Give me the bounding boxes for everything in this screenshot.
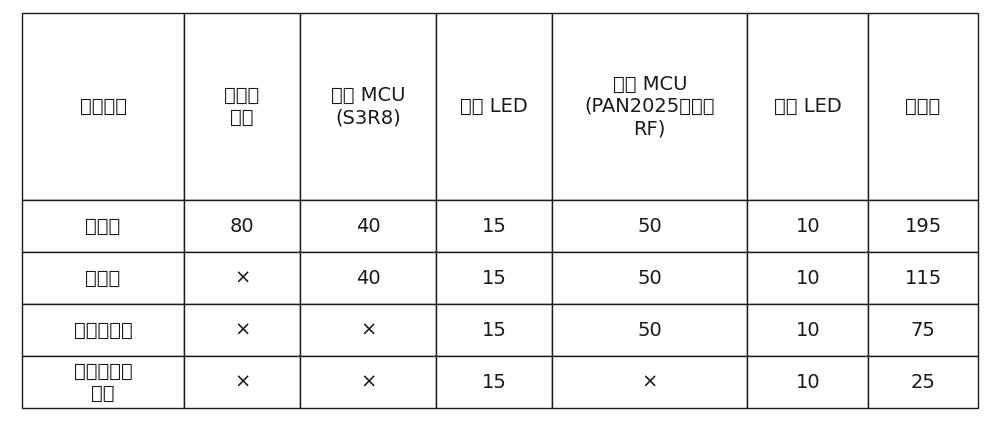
Text: 第一 MCU
(S3R8): 第一 MCU (S3R8): [331, 86, 405, 127]
Bar: [436, 357, 552, 408]
Bar: [436, 304, 552, 357]
Text: 50: 50: [637, 269, 662, 288]
Text: ×: ×: [642, 373, 658, 392]
Bar: [22, 13, 184, 200]
Bar: [868, 200, 978, 253]
Text: 摄像头
单元: 摄像头 单元: [224, 86, 260, 127]
Text: 40: 40: [356, 269, 381, 288]
Bar: [300, 253, 436, 304]
Text: 定义阶段: 定义阶段: [80, 97, 127, 116]
Bar: [868, 253, 978, 304]
Text: 40: 40: [356, 217, 381, 236]
Text: 195: 195: [904, 217, 942, 236]
Bar: [300, 200, 436, 253]
Bar: [747, 304, 868, 357]
Text: 10: 10: [795, 269, 820, 288]
Bar: [300, 13, 436, 200]
Text: 第一 LED: 第一 LED: [460, 97, 528, 116]
Text: 逻辑处理发
送后: 逻辑处理发 送后: [74, 362, 132, 403]
Text: 25: 25: [911, 373, 936, 392]
Text: 15: 15: [482, 269, 507, 288]
Bar: [868, 357, 978, 408]
Text: 10: 10: [795, 373, 820, 392]
Text: 75: 75: [911, 321, 936, 340]
Bar: [300, 304, 436, 357]
Bar: [868, 304, 978, 357]
Bar: [22, 253, 184, 304]
Bar: [184, 13, 300, 200]
Text: ×: ×: [234, 373, 250, 392]
Bar: [552, 253, 747, 304]
Bar: [436, 253, 552, 304]
Bar: [22, 200, 184, 253]
Bar: [184, 200, 300, 253]
Bar: [436, 200, 552, 253]
Text: 15: 15: [482, 217, 507, 236]
Bar: [747, 13, 868, 200]
Text: 全工作: 全工作: [85, 217, 121, 236]
Bar: [552, 304, 747, 357]
Bar: [552, 200, 747, 253]
Text: 15: 15: [482, 373, 507, 392]
Text: ×: ×: [360, 321, 376, 340]
Text: 115: 115: [904, 269, 942, 288]
Text: 50: 50: [637, 217, 662, 236]
Text: 10: 10: [795, 321, 820, 340]
Text: 第二 LED: 第二 LED: [774, 97, 842, 116]
Text: ×: ×: [234, 269, 250, 288]
Text: 第二 MCU
(PAN2025，包含
RF): 第二 MCU (PAN2025，包含 RF): [585, 75, 715, 138]
Bar: [300, 357, 436, 408]
Bar: [747, 357, 868, 408]
Text: 50: 50: [637, 321, 662, 340]
Bar: [747, 253, 868, 304]
Bar: [868, 13, 978, 200]
Bar: [22, 304, 184, 357]
Text: 15: 15: [482, 321, 507, 340]
Bar: [184, 304, 300, 357]
Bar: [552, 357, 747, 408]
Text: 总功耗: 总功耗: [905, 97, 941, 116]
Text: 图片处理后: 图片处理后: [74, 321, 132, 340]
Text: 拍照后: 拍照后: [85, 269, 121, 288]
Text: ×: ×: [234, 321, 250, 340]
Bar: [552, 13, 747, 200]
Bar: [747, 200, 868, 253]
Bar: [22, 357, 184, 408]
Bar: [436, 13, 552, 200]
Text: 10: 10: [795, 217, 820, 236]
Bar: [184, 253, 300, 304]
Bar: [184, 357, 300, 408]
Text: ×: ×: [360, 373, 376, 392]
Text: 80: 80: [230, 217, 254, 236]
